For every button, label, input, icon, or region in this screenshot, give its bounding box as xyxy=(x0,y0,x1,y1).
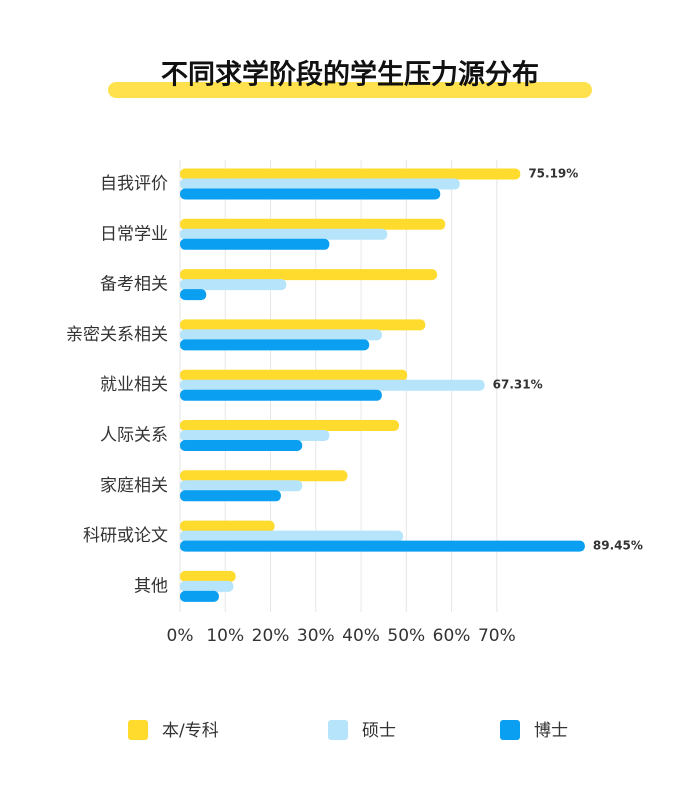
bar xyxy=(180,470,348,482)
x-tick-label: 20% xyxy=(252,626,290,646)
y-tick-label: 备考相关 xyxy=(100,275,168,295)
bar xyxy=(180,269,438,281)
legend-swatch xyxy=(128,720,148,740)
bar xyxy=(180,218,446,230)
y-tick-label: 科研或论文 xyxy=(83,526,168,546)
bar xyxy=(180,329,382,341)
bar xyxy=(180,289,207,301)
bar xyxy=(180,389,382,401)
x-tick-label: 10% xyxy=(206,626,244,646)
x-tick-label: 0% xyxy=(167,626,194,646)
bar xyxy=(180,238,330,250)
legend-label: 博士 xyxy=(534,721,568,741)
title-highlight xyxy=(108,82,592,98)
legend-swatch xyxy=(500,720,520,740)
bar xyxy=(180,228,388,240)
legend-swatch xyxy=(328,720,348,740)
bar xyxy=(180,490,281,502)
y-tick-label: 日常学业 xyxy=(100,224,168,244)
bar xyxy=(180,420,400,431)
bar xyxy=(180,168,521,180)
chart-title: 不同求学阶段的学生压力源分布 xyxy=(161,59,539,91)
x-tick-label: 40% xyxy=(342,626,380,646)
bar xyxy=(180,178,460,190)
bar xyxy=(180,590,219,602)
bar xyxy=(180,379,485,391)
bar xyxy=(180,480,303,492)
y-tick-label: 就业相关 xyxy=(100,375,168,395)
x-tick-label: 50% xyxy=(387,626,425,646)
y-tick-label: 其他 xyxy=(134,576,168,596)
bar xyxy=(180,570,236,582)
bar xyxy=(180,279,287,291)
data-label: 75.19% xyxy=(528,167,578,181)
x-tick-label: 30% xyxy=(297,626,335,646)
data-label: 67.31% xyxy=(493,378,543,392)
bar xyxy=(180,369,408,381)
y-tick-label: 自我评价 xyxy=(100,174,168,194)
bar xyxy=(180,530,404,542)
y-tick-label: 家庭相关 xyxy=(100,476,168,496)
y-tick-label: 亲密关系相关 xyxy=(66,325,168,345)
data-label: 89.45% xyxy=(593,539,643,553)
bar xyxy=(180,430,330,441)
legend-label: 本/专科 xyxy=(162,721,219,741)
bar xyxy=(180,440,303,451)
bar xyxy=(180,188,441,200)
bar xyxy=(180,540,585,552)
bar xyxy=(180,580,234,592)
bar xyxy=(180,319,426,331)
y-tick-label: 人际关系 xyxy=(100,426,168,446)
bar xyxy=(180,520,275,532)
bar xyxy=(180,339,370,351)
legend-label: 硕士 xyxy=(362,721,396,741)
x-tick-label: 60% xyxy=(433,626,471,646)
x-tick-label: 70% xyxy=(478,626,516,646)
